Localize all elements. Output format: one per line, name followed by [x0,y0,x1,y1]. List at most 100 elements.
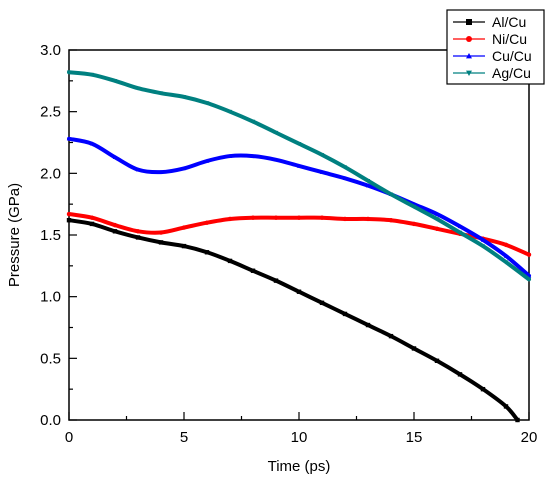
legend-label-cu-cu: Cu/Cu [492,48,532,64]
data-point-cu-cu [365,183,371,188]
data-point-cu-cu [227,153,233,158]
data-point-ag-cu [158,91,164,96]
y-tick-label: 2.0 [40,165,61,182]
data-point-al-cu [181,243,187,249]
data-point-cu-cu [503,253,509,258]
data-point-ag-cu [388,192,394,197]
legend-marker-ag-cu [466,70,472,76]
data-point-al-cu [273,278,279,283]
legend-label-ag-cu: Ag/Cu [492,65,531,81]
x-tick-label: 5 [180,429,188,446]
legend-marker-al-cu [466,19,472,25]
data-point-al-cu [250,268,256,273]
data-point-al-cu [296,289,302,294]
data-point-cu-cu [135,167,141,172]
data-point-al-cu [227,258,233,264]
data-point-cu-cu [342,176,348,181]
data-point-cu-cu [480,237,486,242]
data-point-ni-cu [204,220,210,225]
data-point-ag-cu [434,217,440,222]
legend-label-al-cu: Al/Cu [492,14,526,30]
data-point-al-cu [411,346,417,351]
data-point-ag-cu [526,277,532,282]
data-point-ag-cu [342,165,348,170]
data-point-ag-cu [181,95,187,100]
y-tick-label: 3.0 [40,42,61,59]
series-line-cu-cu [67,136,531,278]
data-point-ni-cu [365,216,371,222]
y-tick-label: 1.5 [40,227,61,244]
data-point-al-cu [204,250,210,255]
data-point-cu-cu [112,155,118,160]
legend-label-ni-cu: Ni/Cu [492,31,527,47]
data-point-ag-cu [66,70,72,75]
data-point-ni-cu [135,229,141,234]
data-point-al-cu [89,221,95,227]
data-point-ni-cu [227,216,233,222]
data-point-cu-cu [181,166,187,171]
data-point-ni-cu [411,221,417,227]
data-point-ni-cu [66,211,72,217]
data-point-cu-cu [296,163,302,168]
data-point-ag-cu [457,230,463,235]
data-point-al-cu [112,229,118,234]
y-tick-label: 1.0 [40,289,61,306]
data-point-ni-cu [434,226,440,232]
data-point-al-cu [135,235,141,240]
y-tick-label: 0.0 [40,412,61,429]
data-point-ni-cu [89,215,95,220]
data-point-ni-cu [273,215,279,220]
x-axis-ticks: 0 5 10 15 20 [65,412,538,446]
data-point-cu-cu [250,153,256,158]
data-point-ag-cu [365,178,371,183]
data-point-ni-cu [296,215,302,220]
data-point-al-cu [342,311,348,317]
data-point-al-cu [515,417,520,423]
data-point-al-cu [434,358,440,363]
data-point-ni-cu [112,222,118,228]
data-point-cu-cu [434,211,440,216]
data-point-ag-cu [480,244,486,249]
series-line-ag-cu [67,70,531,282]
data-point-al-cu [365,322,371,328]
data-point-al-cu [66,218,72,223]
data-point-ni-cu [250,215,256,220]
data-point-ni-cu [388,218,394,223]
data-point-ag-cu [227,109,233,114]
data-point-al-cu [503,404,509,409]
data-point-ag-cu [135,86,141,91]
legend-marker-cu-cu [466,53,472,59]
data-point-cu-cu [457,224,463,229]
data-point-ni-cu [503,242,509,248]
x-tick-label: 15 [406,429,423,446]
data-point-al-cu [158,240,164,245]
data-point-cu-cu [319,169,325,174]
data-point-al-cu [388,333,394,339]
x-axis-title: Time (ps) [268,458,331,475]
data-point-al-cu [457,372,463,377]
legend-marker-ni-cu [466,36,472,42]
data-point-cu-cu [66,136,72,141]
data-point-cu-cu [158,169,164,174]
data-point-ni-cu [181,225,187,230]
y-tick-label: 0.5 [40,350,61,367]
x-tick-label: 20 [521,429,538,446]
data-point-al-cu [480,386,486,392]
data-point-ag-cu [250,119,256,124]
data-point-ag-cu [411,204,417,209]
data-point-ag-cu [503,260,509,265]
data-point-ni-cu [342,216,348,222]
data-point-ag-cu [273,130,279,135]
series-lines [66,70,532,423]
data-point-ni-cu [319,215,325,220]
x-tick-label: 10 [291,429,308,446]
data-point-al-cu [319,300,325,306]
data-point-ni-cu [158,230,164,235]
data-point-ag-cu [89,72,95,77]
series-line-al-cu [67,218,520,422]
data-point-cu-cu [204,158,210,163]
y-axis-title: Pressure (GPa) [6,183,23,287]
data-point-ag-cu [112,79,118,84]
